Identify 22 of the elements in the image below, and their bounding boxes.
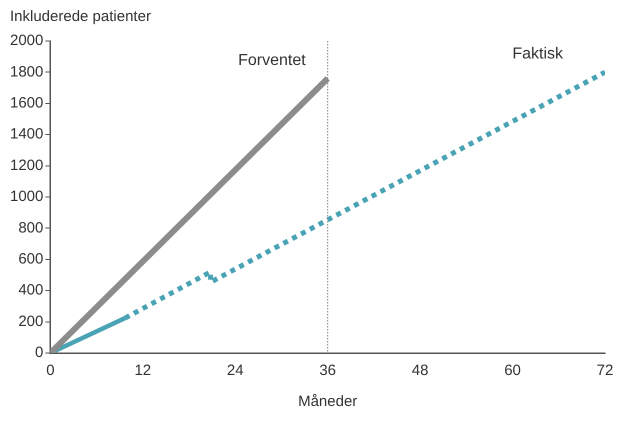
y-tick-label: 1000 <box>10 188 44 206</box>
x-tick-label: 48 <box>412 362 428 380</box>
x-tick-label: 60 <box>504 362 521 380</box>
x-tick-label: 0 <box>46 362 55 380</box>
x-tick-label: 72 <box>596 362 614 380</box>
x-tick-label: 12 <box>134 362 152 380</box>
y-tick-label: 0 <box>35 344 44 362</box>
series-label: Faktisk <box>512 46 564 63</box>
x-tick-label: 36 <box>319 362 336 380</box>
y-tick-label: 1400 <box>10 126 44 143</box>
y-tick-label: 2000 <box>10 32 44 50</box>
series-label: Forventet <box>238 52 306 69</box>
y-tick-label: 800 <box>18 219 44 236</box>
y-axis-title: Inkluderede patienter <box>9 8 152 27</box>
y-tick-label: 600 <box>18 250 44 268</box>
y-tick-label: 200 <box>18 312 44 330</box>
y-tick-label: 400 <box>18 282 44 299</box>
x-axis-title: Måneder <box>298 393 358 410</box>
y-tick-label: 1800 <box>10 63 44 80</box>
y-tick-label: 1600 <box>10 94 44 112</box>
x-tick-label: 24 <box>226 362 244 380</box>
y-tick-label: 1200 <box>10 156 44 174</box>
